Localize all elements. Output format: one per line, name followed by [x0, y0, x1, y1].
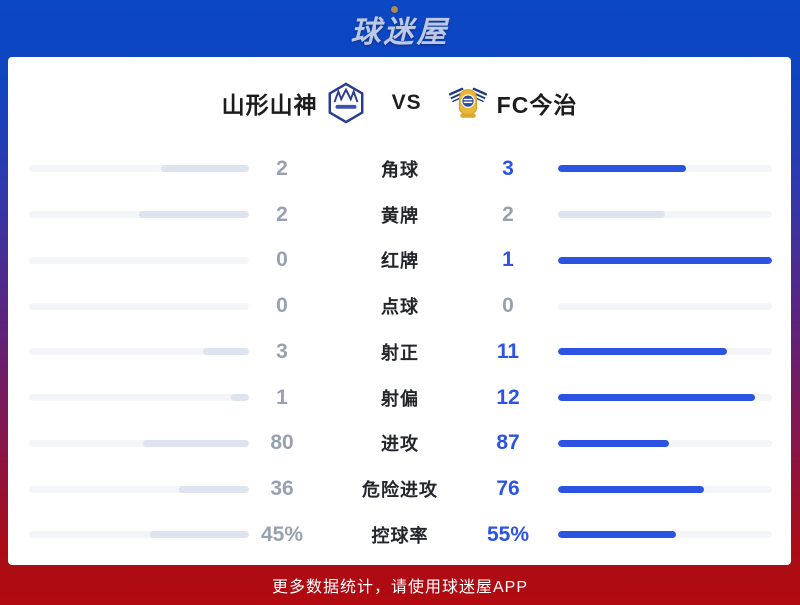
vs-label: VS: [391, 91, 422, 114]
home-stat-value: 0: [276, 248, 288, 272]
away-stat-bar: [558, 394, 772, 402]
home-stat-bar: [29, 394, 249, 402]
home-stat-bar-fill: [202, 348, 249, 356]
home-team-badge-icon: [328, 82, 364, 124]
away-stat-bar: [558, 256, 772, 264]
home-stat-value: 2: [276, 202, 288, 226]
stat-label: 黄牌: [381, 205, 419, 226]
away-stat-bar-fill: [558, 256, 772, 264]
stat-label: 控球率: [371, 525, 429, 546]
away-stat-value: 76: [496, 477, 520, 501]
home-stat-value: 45%: [260, 522, 304, 546]
away-stat-bar-fill: [558, 211, 665, 219]
away-stat-bar-fill: [558, 531, 676, 539]
away-stat-value: 2: [502, 202, 514, 226]
home-stat-bar: [29, 211, 249, 219]
stat-row: 0 红牌 1: [8, 238, 791, 284]
stat-label: 角球: [381, 159, 419, 180]
footer-banner: 更多数据统计，请使用球迷屋APP: [0, 565, 800, 605]
home-stat-bar-fill: [231, 394, 249, 402]
away-stat-value: 0: [502, 294, 514, 318]
stat-row: 45% 控球率 55%: [8, 512, 791, 558]
home-stat-value: 36: [270, 477, 294, 501]
away-stat-bar: [558, 348, 772, 356]
away-stat-bar: [558, 302, 772, 310]
away-stat-value: 87: [496, 431, 520, 455]
stat-row: 36 危险进攻 76: [8, 466, 791, 512]
stat-label: 进攻: [381, 434, 419, 455]
footer-text: 更多数据统计，请使用球迷屋APP: [271, 579, 529, 596]
home-stat-value: 0: [276, 294, 288, 318]
home-stat-bar-fill: [161, 165, 249, 173]
home-stat-bar-fill: [139, 211, 249, 219]
stat-label: 射正: [381, 342, 419, 363]
away-stat-bar-fill: [558, 348, 728, 356]
away-stat-value: 1: [502, 248, 514, 272]
stat-row: 3 射正 11: [8, 329, 791, 375]
away-stat-bar: [558, 531, 772, 539]
away-stat-bar: [558, 485, 772, 493]
stat-label: 危险进攻: [362, 480, 438, 501]
away-stat-value: 11: [496, 339, 520, 363]
home-stat-value: 1: [276, 385, 288, 409]
away-stat-bar: [558, 211, 772, 219]
stat-label: 点球: [381, 297, 419, 318]
match-header: 山形山神 VS FC今治: [8, 57, 791, 125]
stat-label: 射偏: [381, 388, 419, 409]
app-logo-text: 球迷屋: [350, 6, 450, 51]
home-stat-bar: [29, 348, 249, 356]
away-stat-value: 12: [496, 385, 520, 409]
away-stat-bar: [558, 439, 772, 447]
logo-gold-dot-icon: [391, 6, 399, 13]
home-stat-bar-fill: [178, 485, 249, 493]
away-stat-value: 3: [502, 156, 514, 180]
home-stat-bar: [29, 302, 249, 310]
home-team-name: 山形山神: [221, 92, 318, 118]
home-stat-bar: [29, 439, 249, 447]
home-stat-bar: [29, 256, 249, 264]
stats-card: 山形山神 VS FC今治: [8, 57, 791, 565]
stat-row: 2 角球 3: [8, 146, 791, 192]
home-stat-bar: [29, 531, 249, 539]
home-stat-bar-fill: [150, 531, 249, 539]
logo-label: 球迷屋: [350, 16, 450, 49]
away-stat-bar-fill: [558, 394, 755, 402]
stats-list: 2 角球 3 2 黄牌 2 0 红牌 1 0 点球 0: [8, 146, 791, 558]
stat-row: 80 进攻 87: [8, 421, 791, 467]
home-stat-value: 80: [270, 431, 294, 455]
stat-row: 2 黄牌 2: [8, 192, 791, 238]
stat-label: 红牌: [381, 251, 419, 272]
stat-row: 0 点球 0: [8, 283, 791, 329]
away-stat-bar: [558, 165, 772, 173]
home-stat-bar: [29, 165, 249, 173]
away-stat-bar-fill: [558, 439, 670, 447]
away-team-name: FC今治: [496, 92, 578, 118]
away-stat-bar-fill: [558, 485, 704, 493]
home-stat-value: 3: [276, 339, 288, 363]
away-team-badge-icon: [448, 87, 487, 118]
stat-row: 1 射偏 12: [8, 375, 791, 421]
app-logo: 球迷屋: [0, 6, 800, 51]
away-stat-value: 55%: [486, 522, 530, 546]
home-stat-value: 2: [276, 156, 288, 180]
away-stat-bar-fill: [558, 165, 687, 173]
home-stat-bar: [29, 485, 249, 493]
home-stat-bar-fill: [143, 439, 249, 447]
